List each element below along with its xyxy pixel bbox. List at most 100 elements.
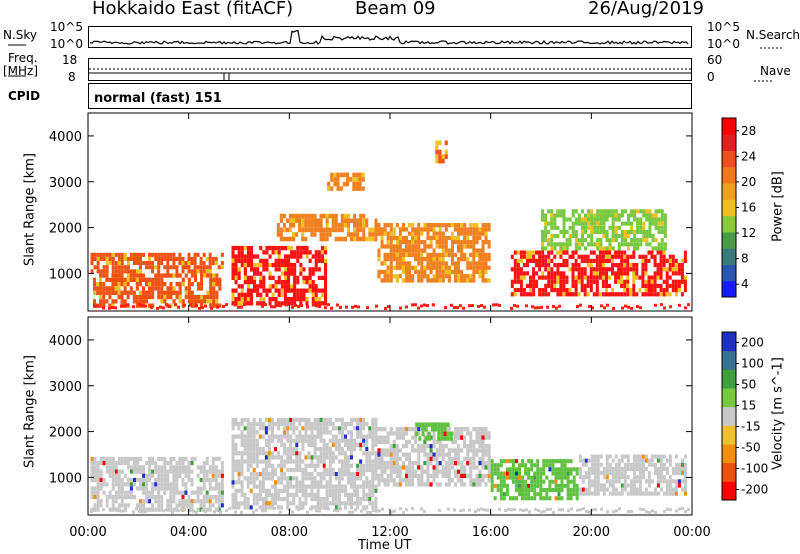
data-cell: [265, 258, 269, 263]
data-cell: [395, 261, 399, 266]
data-cell: [315, 304, 318, 308]
data-cell: [420, 257, 424, 262]
data-cell: [677, 263, 681, 268]
data-cell: [215, 294, 219, 300]
colorbar-tick-label: 200: [741, 336, 764, 350]
data-cell: [234, 267, 238, 272]
data-cell: [605, 267, 608, 272]
data-cell: [340, 459, 344, 464]
data-cell: [268, 275, 272, 280]
data-cell: [264, 501, 268, 506]
data-cell: [617, 491, 621, 496]
data-cell: [626, 283, 630, 288]
data-cell: [383, 452, 387, 457]
data-cell: [359, 463, 363, 468]
data-cell: [114, 477, 118, 483]
data-cell: [435, 465, 439, 470]
data-cell: [102, 282, 106, 287]
data-cell: [556, 209, 560, 214]
data-cell: [279, 227, 283, 233]
data-cell: [469, 465, 473, 470]
data-cell: [438, 265, 442, 270]
data-cell: [566, 496, 570, 501]
data-cell: [483, 305, 486, 309]
data-cell: [572, 475, 576, 480]
data-cell: [426, 304, 429, 308]
data-cell: [287, 275, 291, 280]
data-cell: [330, 186, 334, 191]
data-cell: [478, 265, 482, 270]
data-cell: [93, 456, 97, 461]
data-cell: [529, 288, 532, 293]
data-cell: [196, 286, 200, 291]
data-cell: [262, 262, 266, 268]
data-cell: [120, 461, 124, 466]
data-cell: [139, 252, 142, 257]
data-cell: [353, 218, 357, 223]
data-cell: [641, 458, 645, 463]
data-cell: [653, 271, 657, 276]
data-cell: [154, 469, 158, 474]
data-cell: [208, 256, 212, 261]
data-cell: [469, 265, 473, 270]
data-cell: [457, 427, 461, 432]
colorbar-segment: [722, 231, 736, 249]
data-cell: [377, 223, 381, 228]
data-cell: [273, 507, 276, 511]
data-cell: [589, 250, 593, 255]
data-cell: [208, 499, 212, 504]
data-cell: [677, 471, 681, 476]
data-cell: [154, 252, 158, 257]
data-cell: [386, 435, 390, 440]
data-cell: [274, 250, 278, 255]
data-cell: [587, 213, 591, 218]
data-cell: [163, 469, 167, 474]
data-cell: [287, 262, 291, 268]
data-cell: [541, 213, 545, 218]
data-cell: [531, 305, 534, 309]
data-cell: [554, 488, 558, 493]
data-cell: [252, 467, 256, 472]
data-cell: [633, 242, 637, 247]
data-cell: [481, 456, 485, 462]
data-cell: [677, 462, 681, 467]
data-cell: [148, 256, 152, 261]
data-cell: [380, 261, 384, 266]
data-cell: [362, 236, 366, 242]
data-cell: [584, 471, 588, 476]
data-cell: [325, 218, 329, 223]
data-cell: [277, 301, 281, 306]
data-cell: [145, 265, 149, 270]
data-cell: [301, 227, 305, 233]
data-cell: [642, 229, 646, 234]
data-cell: [671, 283, 675, 288]
data-cell: [184, 265, 188, 270]
data-cell: [602, 213, 606, 218]
data-cell: [550, 279, 554, 284]
data-cell: [337, 438, 341, 443]
data-cell: [290, 301, 294, 306]
data-cell: [678, 303, 681, 307]
data-cell: [324, 292, 328, 297]
data-cell: [362, 232, 366, 237]
data-cell: [565, 263, 569, 268]
data-cell: [565, 279, 569, 284]
data-cell: [460, 223, 464, 228]
data-cell: [562, 246, 566, 251]
data-cell: [447, 274, 451, 279]
data-cell: [325, 227, 329, 233]
data-cell: [157, 256, 161, 261]
data-cell: [521, 488, 524, 493]
data-cell: [206, 294, 210, 300]
data-cell: [262, 258, 266, 263]
data-cell: [340, 426, 344, 431]
data-cell: [286, 422, 290, 427]
data-cell: [663, 229, 667, 234]
data-cell: [261, 484, 265, 489]
colorbar-tick-label: 20: [741, 175, 756, 189]
data-cell: [319, 451, 323, 456]
data-cell: [347, 447, 350, 452]
data-cell: [559, 271, 563, 276]
data-cell: [264, 451, 268, 456]
data-cell: [554, 471, 558, 476]
